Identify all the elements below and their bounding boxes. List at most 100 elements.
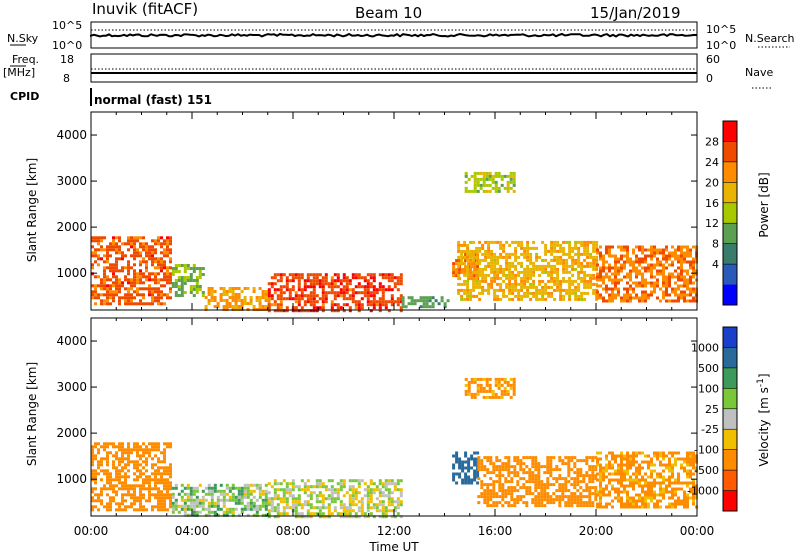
power-cell <box>213 299 217 302</box>
velocity-cell <box>201 501 205 505</box>
velocity-cell <box>354 515 358 519</box>
power-cell <box>342 273 346 277</box>
power-cell <box>550 285 554 289</box>
power-cell <box>100 278 103 282</box>
power-cell <box>169 272 172 276</box>
power-cell <box>252 305 256 308</box>
velocity-cell <box>118 475 121 479</box>
power-cell <box>297 300 301 304</box>
velocity-cell <box>662 490 665 494</box>
power-cell <box>487 255 491 259</box>
power-cell <box>351 288 355 292</box>
velocity-cell <box>671 487 674 491</box>
power-cell <box>145 269 148 273</box>
velocity-cell <box>106 502 109 506</box>
velocity-cell <box>145 487 148 491</box>
power-cell <box>671 245 674 249</box>
power-cell <box>505 240 509 244</box>
power-cell <box>351 300 355 304</box>
velocity-cell <box>133 484 136 488</box>
power-cell <box>583 279 587 283</box>
power-cell <box>169 281 172 285</box>
velocity-cell <box>387 503 391 507</box>
power-cell <box>514 240 518 244</box>
velocity-cell <box>647 463 650 467</box>
velocity-cell <box>662 493 665 497</box>
velocity-cell <box>366 503 370 507</box>
power-cell <box>541 288 545 292</box>
power-cell <box>565 258 569 262</box>
power-colorbar-segment <box>723 243 737 265</box>
power-cell <box>680 278 683 282</box>
power-cell <box>478 270 482 274</box>
power-cell <box>512 171 516 175</box>
velocity-cell <box>294 506 298 510</box>
power-cell <box>351 273 355 277</box>
velocity-cell <box>273 515 277 519</box>
power-cell <box>318 273 322 277</box>
power-cell <box>608 269 611 273</box>
power-cell <box>201 273 205 276</box>
velocity-cell <box>139 448 142 452</box>
velocity-cell <box>145 508 148 512</box>
velocity-cell <box>378 491 382 495</box>
velocity-cell <box>665 466 668 470</box>
power-cell <box>605 299 608 303</box>
power-cell <box>583 285 587 289</box>
velocity-cell <box>558 489 562 493</box>
velocity-cell <box>157 466 160 470</box>
power-cell <box>324 297 328 301</box>
power-cell <box>237 287 241 290</box>
velocity-cell <box>623 490 626 494</box>
velocity-cell <box>342 485 346 489</box>
velocity-cell <box>333 497 337 501</box>
velocity-cell <box>492 480 496 484</box>
velocity-cell <box>492 465 496 469</box>
velocity-cell <box>635 478 638 482</box>
velocity-cell <box>303 515 307 519</box>
power-cell <box>378 309 382 313</box>
velocity-cell <box>148 451 151 455</box>
velocity-cell <box>390 500 394 504</box>
velocity-cell <box>486 495 490 499</box>
power-cell <box>605 248 608 252</box>
power-cell <box>121 269 124 273</box>
power-cell <box>632 248 635 252</box>
power-cell <box>312 306 316 310</box>
power-cell <box>644 296 647 300</box>
power-cell <box>506 189 510 193</box>
date-title: 15/Jan/2019 <box>590 4 681 22</box>
power-cell <box>321 309 325 313</box>
nsky-tick-bottom: 10^0 <box>52 39 82 52</box>
velocity-cell <box>470 481 474 485</box>
power-cell <box>686 248 689 252</box>
power-cell <box>94 293 97 297</box>
velocity-cell <box>267 482 271 486</box>
velocity-cell <box>497 377 501 381</box>
velocity-cell <box>653 502 656 506</box>
power-cell <box>677 278 680 282</box>
velocity-cell <box>169 466 172 470</box>
power-cell <box>487 249 491 253</box>
velocity-cell <box>139 445 142 449</box>
power-cell <box>677 272 680 276</box>
velocity-cell <box>142 448 145 452</box>
velocity-cell <box>576 483 580 487</box>
velocity-cell <box>216 489 220 493</box>
power-cell <box>656 257 659 261</box>
power-cell <box>644 257 647 261</box>
power-cell <box>142 281 145 285</box>
velocity-cell <box>477 495 481 499</box>
power-cell <box>419 299 423 303</box>
power-cell <box>653 251 656 255</box>
power-cell <box>614 269 617 273</box>
velocity-cell <box>504 465 508 469</box>
velocity-cell <box>303 491 307 495</box>
velocity-cell <box>106 454 109 458</box>
velocity-cell <box>473 392 477 396</box>
power-cell <box>213 296 217 299</box>
velocity-cell <box>97 493 100 497</box>
velocity-cell <box>573 456 577 460</box>
power-cell <box>626 251 629 255</box>
power-cell <box>142 257 145 261</box>
